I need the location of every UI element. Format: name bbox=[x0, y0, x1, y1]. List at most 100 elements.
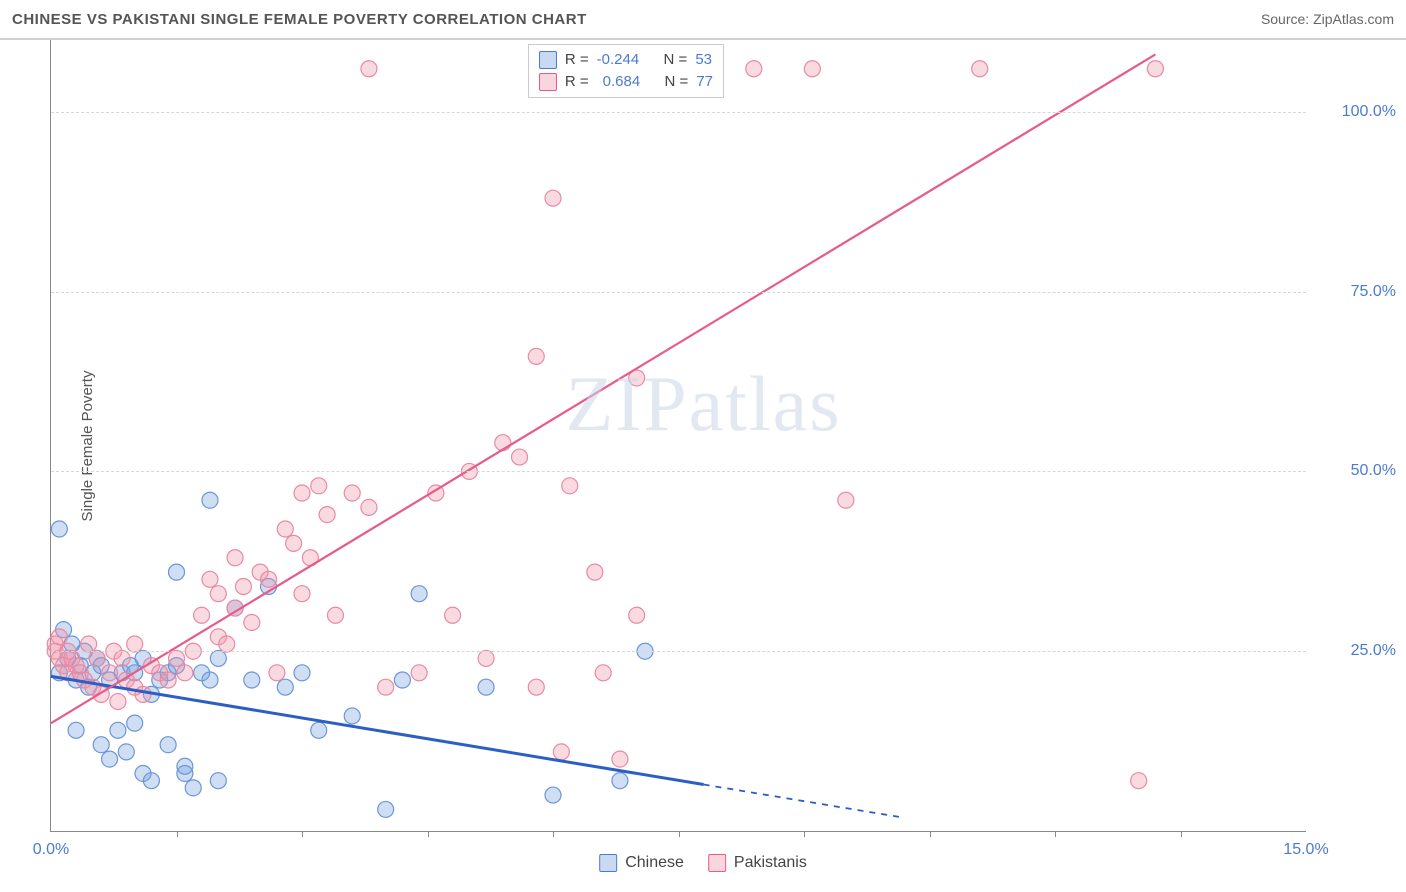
scatter-point[interactable] bbox=[746, 61, 762, 77]
scatter-point[interactable] bbox=[261, 571, 277, 587]
scatter-point[interactable] bbox=[411, 665, 427, 681]
scatter-point[interactable] bbox=[244, 672, 260, 688]
scatter-point[interactable] bbox=[595, 665, 611, 681]
scatter-point[interactable] bbox=[294, 485, 310, 501]
scatter-point[interactable] bbox=[545, 787, 561, 803]
scatter-point[interactable] bbox=[277, 679, 293, 695]
scatter-point[interactable] bbox=[378, 679, 394, 695]
scatter-point[interactable] bbox=[177, 758, 193, 774]
scatter-point[interactable] bbox=[361, 61, 377, 77]
scatter-point[interactable] bbox=[102, 751, 118, 767]
scatter-point[interactable] bbox=[838, 492, 854, 508]
scatter-point[interactable] bbox=[545, 190, 561, 206]
scatter-point[interactable] bbox=[127, 715, 143, 731]
scatter-point[interactable] bbox=[110, 694, 126, 710]
scatter-point[interactable] bbox=[219, 636, 235, 652]
scatter-point[interactable] bbox=[169, 650, 185, 666]
scatter-point[interactable] bbox=[194, 607, 210, 623]
scatter-point[interactable] bbox=[143, 773, 159, 789]
scatter-point[interactable] bbox=[227, 550, 243, 566]
scatter-point[interactable] bbox=[311, 722, 327, 738]
scatter-point[interactable] bbox=[562, 478, 578, 494]
scatter-point[interactable] bbox=[68, 722, 84, 738]
n-value-0: 53 bbox=[695, 49, 712, 71]
scatter-point[interactable] bbox=[202, 571, 218, 587]
n-value-1: 77 bbox=[696, 71, 713, 93]
gridline bbox=[51, 292, 1306, 293]
ytick-label: 100.0% bbox=[1316, 103, 1396, 121]
scatter-point[interactable] bbox=[344, 708, 360, 724]
scatter-point[interactable] bbox=[1131, 773, 1147, 789]
scatter-point[interactable] bbox=[51, 521, 67, 537]
xtick-mark bbox=[679, 831, 680, 837]
scatter-point[interactable] bbox=[528, 348, 544, 364]
scatter-point[interactable] bbox=[185, 780, 201, 796]
scatter-point[interactable] bbox=[612, 751, 628, 767]
scatter-point[interactable] bbox=[478, 679, 494, 695]
scatter-point[interactable] bbox=[294, 665, 310, 681]
scatter-point[interactable] bbox=[344, 485, 360, 501]
r-label-0: R = bbox=[565, 49, 589, 71]
scatter-point[interactable] bbox=[118, 744, 134, 760]
ytick-label: 25.0% bbox=[1316, 642, 1396, 660]
scatter-point[interactable] bbox=[135, 686, 151, 702]
scatter-point[interactable] bbox=[235, 579, 251, 595]
stats-row-chinese: R = -0.244 N = 53 bbox=[539, 49, 713, 71]
trend-line-dashed bbox=[704, 785, 905, 818]
scatter-point[interactable] bbox=[327, 607, 343, 623]
scatter-point[interactable] bbox=[269, 665, 285, 681]
scatter-point[interactable] bbox=[378, 801, 394, 817]
stats-legend: R = -0.244 N = 53 R = 0.684 N = 77 bbox=[528, 44, 724, 98]
scatter-point[interactable] bbox=[294, 586, 310, 602]
scatter-point[interactable] bbox=[629, 607, 645, 623]
scatter-point[interactable] bbox=[210, 650, 226, 666]
scatter-point[interactable] bbox=[445, 607, 461, 623]
scatter-point[interactable] bbox=[361, 499, 377, 515]
scatter-point[interactable] bbox=[210, 586, 226, 602]
scatter-point[interactable] bbox=[169, 564, 185, 580]
scatter-point[interactable] bbox=[244, 614, 260, 630]
scatter-point[interactable] bbox=[1147, 61, 1163, 77]
scatter-point[interactable] bbox=[160, 737, 176, 753]
scatter-point[interactable] bbox=[51, 629, 67, 645]
scatter-point[interactable] bbox=[286, 535, 302, 551]
scatter-point[interactable] bbox=[512, 449, 528, 465]
scatter-point[interactable] bbox=[587, 564, 603, 580]
ytick-label: 50.0% bbox=[1316, 462, 1396, 480]
scatter-point[interactable] bbox=[319, 507, 335, 523]
scatter-point[interactable] bbox=[81, 636, 97, 652]
trend-line bbox=[51, 54, 1155, 723]
legend-item-pakistanis[interactable]: Pakistanis bbox=[708, 854, 807, 872]
scatter-point[interactable] bbox=[612, 773, 628, 789]
scatter-point[interactable] bbox=[114, 650, 130, 666]
scatter-point[interactable] bbox=[394, 672, 410, 688]
ytick-label: 75.0% bbox=[1316, 283, 1396, 301]
scatter-point[interactable] bbox=[177, 665, 193, 681]
scatter-point[interactable] bbox=[804, 61, 820, 77]
legend-item-chinese[interactable]: Chinese bbox=[599, 854, 684, 872]
scatter-point[interactable] bbox=[202, 672, 218, 688]
scatter-point[interactable] bbox=[210, 773, 226, 789]
source-prefix: Source: bbox=[1261, 11, 1309, 27]
scatter-point[interactable] bbox=[553, 744, 569, 760]
scatter-point[interactable] bbox=[311, 478, 327, 494]
xtick-mark bbox=[930, 831, 931, 837]
xtick-mark bbox=[1055, 831, 1056, 837]
scatter-point[interactable] bbox=[93, 737, 109, 753]
scatter-point[interactable] bbox=[127, 636, 143, 652]
scatter-point[interactable] bbox=[277, 521, 293, 537]
scatter-point[interactable] bbox=[102, 665, 118, 681]
xtick-mark bbox=[177, 831, 178, 837]
swatch-blue bbox=[539, 51, 557, 69]
scatter-point[interactable] bbox=[89, 650, 105, 666]
scatter-point[interactable] bbox=[411, 586, 427, 602]
scatter-point[interactable] bbox=[478, 650, 494, 666]
gridline bbox=[51, 112, 1306, 113]
correlation-chart: CHINESE VS PAKISTANI SINGLE FEMALE POVER… bbox=[0, 0, 1406, 892]
scatter-point[interactable] bbox=[160, 672, 176, 688]
scatter-point[interactable] bbox=[528, 679, 544, 695]
scatter-point[interactable] bbox=[972, 61, 988, 77]
scatter-point[interactable] bbox=[202, 492, 218, 508]
gridline bbox=[51, 651, 1306, 652]
scatter-point[interactable] bbox=[110, 722, 126, 738]
